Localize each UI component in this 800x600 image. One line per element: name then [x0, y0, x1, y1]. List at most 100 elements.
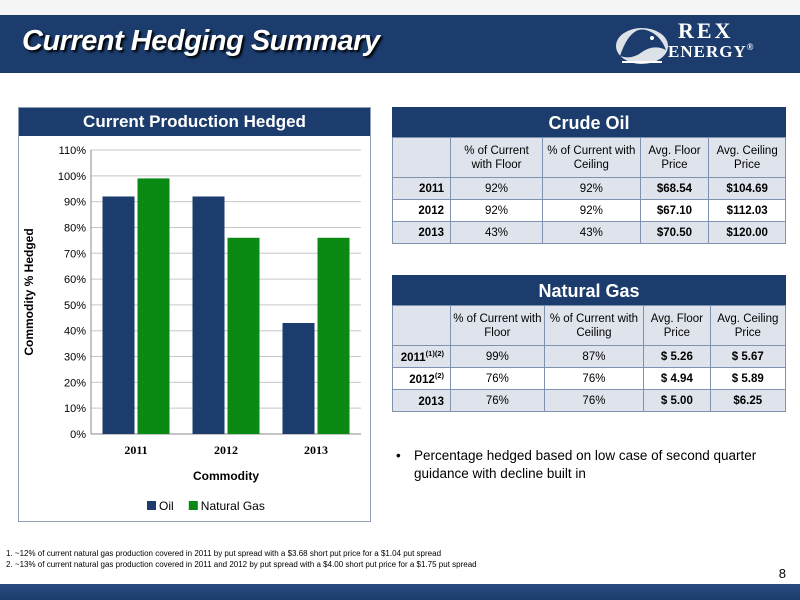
bar-natural-gas	[227, 237, 260, 434]
bullet-marker: •	[396, 448, 401, 463]
logo-text-energy: ENERGY®	[668, 42, 754, 62]
bottom-bar	[0, 584, 800, 600]
table-row: 2011 92% 92% $68.54 $104.69	[392, 177, 786, 200]
y-tick-label: 40%	[64, 326, 86, 338]
row-label: 2012(2)	[392, 367, 451, 390]
natural-gas-table: Natural Gas % of Current with Floor % of…	[392, 275, 787, 412]
y-tick-label: 90%	[64, 197, 86, 209]
production-hedged-chart-panel: Current Production Hedged 0% 10% 20% 30% 40%…	[18, 107, 371, 522]
cell: $6.25	[709, 389, 787, 412]
header-floor-price: Avg. Floor Price	[639, 137, 710, 178]
cell: $ 5.89	[709, 367, 787, 390]
y-tick-label: 0%	[70, 429, 86, 441]
bar-oil	[102, 196, 135, 434]
page-number: 8	[778, 566, 786, 581]
header-row: % of Current with Floor % of Current wit…	[392, 137, 786, 178]
bullet-text: Percentage hedged based on low case of s…	[414, 448, 757, 481]
cell: $120.00	[708, 221, 786, 244]
row-label-year: 2013	[418, 395, 444, 408]
row-label: 2011	[392, 177, 451, 200]
cell: $68.54	[639, 177, 710, 200]
y-tick-label: 10%	[64, 403, 86, 415]
cell: $ 5.00	[643, 389, 711, 412]
rex-energy-logo: REX ENERGY®	[612, 16, 782, 72]
legend-swatch	[188, 501, 198, 510]
crude-oil-grid: % of Current with Floor % of Current wit…	[392, 137, 786, 244]
y-tick-label: 100%	[58, 171, 86, 183]
cell: 76%	[450, 389, 545, 412]
cell: 92%	[449, 199, 544, 222]
cell: $112.03	[708, 199, 786, 222]
y-tick-label: 110%	[59, 145, 87, 157]
cell: $104.69	[708, 177, 786, 200]
row-label: 2012	[392, 199, 451, 222]
row-label-year: 2012	[409, 373, 435, 386]
cell: $70.50	[639, 221, 710, 244]
legend-swatch	[147, 501, 156, 510]
cell: 92%	[542, 199, 641, 222]
table-row: 2011(1)(2) 99% 87% $ 5.26 $ 5.67	[392, 345, 787, 368]
bar-oil	[282, 322, 315, 434]
header-floor-price: Avg. Floor Price	[643, 305, 711, 346]
footnote-ref: (1)(2)	[425, 349, 444, 359]
logo-text-energy-word: ENERGY	[668, 42, 747, 61]
cell: $ 4.94	[643, 367, 711, 390]
y-tick-label: 80%	[64, 222, 86, 234]
chart-title: Current Production Hedged	[19, 108, 370, 136]
y-axis-title: Commodity % Hedged	[22, 228, 36, 355]
legend-label: Oil	[159, 499, 174, 513]
header-floor-pct: % of Current with Floor	[449, 137, 544, 178]
natural-gas-grid: % of Current with Floor % of Current wit…	[392, 305, 787, 412]
y-tick-label: 70%	[64, 248, 86, 260]
x-axis-title: Commodity	[193, 469, 259, 483]
table-row: 2012 92% 92% $67.10 $112.03	[392, 199, 786, 222]
header-row: % of Current with Floor % of Current wit…	[392, 305, 787, 346]
header-ceiling-price: Avg. Ceiling Price	[708, 137, 786, 178]
x-tick-label: 2013	[304, 443, 328, 457]
bar-oil	[192, 196, 225, 434]
footnote-2: 2. ~13% of current natural gas productio…	[6, 560, 477, 569]
table-row: 2012(2) 76% 76% $ 4.94 $ 5.89	[392, 367, 787, 390]
table-row: 2013 76% 76% $ 5.00 $6.25	[392, 389, 787, 412]
natural-gas-title: Natural Gas	[392, 275, 786, 305]
cell: 87%	[543, 345, 645, 368]
cell: 92%	[542, 177, 641, 200]
legend-label: Natural Gas	[201, 499, 265, 513]
header-ceiling-pct: % of Current with Ceiling	[543, 305, 645, 346]
cell: 43%	[542, 221, 641, 244]
cell: 99%	[450, 345, 545, 368]
crude-oil-table: Crude Oil % of Current with Floor % of C…	[392, 107, 786, 244]
cell: $67.10	[639, 199, 710, 222]
x-tick-label: 2011	[124, 443, 147, 457]
header-blank	[392, 137, 451, 178]
x-tick-label: 2012	[214, 443, 238, 457]
footnotes: 1. ~12% of current natural gas productio…	[6, 548, 706, 570]
table-row: 2013 43% 43% $70.50 $120.00	[392, 221, 786, 244]
footnote-1: 1. ~12% of current natural gas productio…	[6, 549, 442, 558]
cell: 92%	[449, 177, 544, 200]
crude-oil-title: Crude Oil	[392, 107, 786, 137]
header-ceiling-pct: % of Current with Ceiling	[542, 137, 641, 178]
bar-natural-gas	[137, 178, 170, 434]
row-label-year: 2011	[400, 351, 426, 364]
footnote-ref: (2)	[434, 371, 444, 381]
y-tick-label: 20%	[64, 377, 86, 389]
cell: 43%	[449, 221, 544, 244]
bar-chart: 0% 10% 20% 30% 40% 50% 60% 70% 80% 90% 100% 110% 201…	[22, 145, 361, 513]
y-tick-label: 50%	[64, 300, 86, 312]
row-label: 2013	[392, 221, 451, 244]
header-ceiling-price: Avg. Ceiling Price	[709, 305, 787, 346]
cell: 76%	[543, 367, 645, 390]
slide-title: Current Hedging Summary	[22, 25, 380, 57]
y-tick-label: 60%	[64, 274, 86, 286]
row-label: 2011(1)(2)	[392, 345, 451, 368]
header-blank	[392, 305, 451, 346]
header-floor-pct: % of Current with Floor	[450, 305, 545, 346]
cell: 76%	[543, 389, 645, 412]
registered-mark: ®	[746, 42, 755, 52]
row-label: 2013	[392, 389, 451, 412]
dinosaur-logo-icon	[616, 28, 668, 64]
cell: $ 5.67	[709, 345, 787, 368]
y-tick-label: 30%	[64, 352, 86, 364]
bar-natural-gas	[317, 237, 350, 434]
